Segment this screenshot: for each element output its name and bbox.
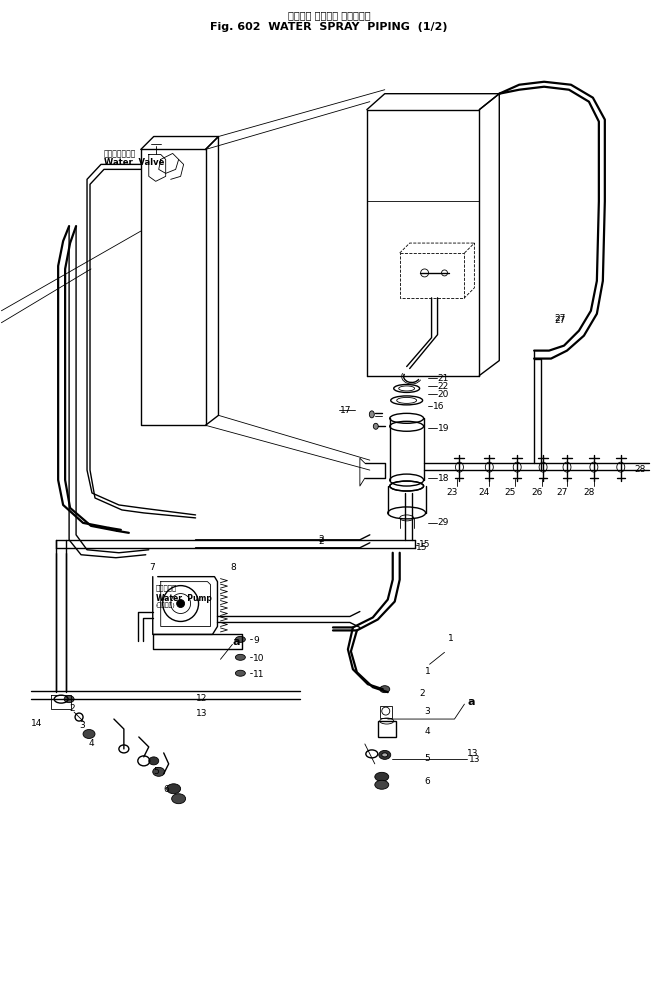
Text: 23: 23 [447,488,458,497]
Text: 2: 2 [69,704,74,713]
Text: 15: 15 [418,540,430,549]
Text: 21: 21 [438,374,449,383]
Text: 3: 3 [79,721,85,730]
Text: 13: 13 [196,709,207,718]
Text: 14: 14 [31,719,43,728]
Text: 27: 27 [554,314,565,322]
Bar [380,706,391,718]
Text: 5: 5 [424,754,430,763]
Text: 1: 1 [424,668,430,676]
Text: 15: 15 [416,543,427,552]
Ellipse shape [373,423,378,429]
Text: 2: 2 [420,689,425,698]
Text: 28: 28 [635,465,646,474]
Ellipse shape [375,780,389,789]
Text: Fig. 602  WATER  SPRAY  PIPING  (1/2): Fig. 602 WATER SPRAY PIPING (1/2) [210,22,447,32]
Text: Water  Valve: Water Valve [104,158,164,167]
Text: 25: 25 [505,488,516,497]
Text: 13: 13 [469,755,481,764]
Text: 8: 8 [231,563,236,572]
Ellipse shape [153,767,165,776]
Text: 6: 6 [163,784,169,794]
Text: ウォータ スプレー パイピング: ウォータ スプレー パイピング [288,10,370,20]
Ellipse shape [171,794,186,804]
Text: 17: 17 [340,405,351,414]
Text: 4: 4 [89,739,95,748]
Text: 4: 4 [424,727,430,736]
Ellipse shape [235,655,245,661]
Ellipse shape [235,671,245,676]
Ellipse shape [149,757,159,764]
Text: 27: 27 [554,315,565,324]
Ellipse shape [379,751,391,760]
Text: 19: 19 [438,423,449,433]
Text: (ドレン式): (ドレン式) [156,602,175,608]
Text: Water  Pump: Water Pump [156,593,212,602]
Text: 9: 9 [253,636,259,646]
Text: 2: 2 [318,535,324,544]
Text: 13: 13 [467,749,479,758]
Text: 5: 5 [154,766,159,775]
Text: 22: 22 [438,382,449,391]
Text: 27: 27 [556,488,567,497]
Text: a: a [233,637,240,648]
Text: 18: 18 [438,474,449,483]
Ellipse shape [380,685,389,692]
Ellipse shape [382,753,387,757]
Text: ウォータバルブ: ウォータバルブ [104,149,136,158]
Text: 10: 10 [253,655,265,664]
Ellipse shape [83,730,95,739]
Bar [378,721,395,737]
Text: 12: 12 [196,694,207,703]
Ellipse shape [235,636,245,643]
Circle shape [177,599,185,607]
Text: 29: 29 [438,518,449,527]
Text: 散水ポンプ: 散水ポンプ [156,584,177,591]
Text: 20: 20 [438,390,449,399]
Text: 24: 24 [478,488,490,497]
Text: a: a [467,697,475,707]
Text: 7: 7 [149,563,154,572]
Ellipse shape [167,783,181,794]
Ellipse shape [64,695,74,702]
Text: 28: 28 [583,488,594,497]
Text: 2: 2 [318,537,324,546]
Text: 16: 16 [432,402,444,410]
Text: 3: 3 [424,707,430,716]
Ellipse shape [375,772,389,781]
Ellipse shape [369,410,374,417]
Text: 26: 26 [531,488,543,497]
Text: 6: 6 [424,776,430,786]
Text: 11: 11 [253,671,265,679]
Text: 1: 1 [447,634,453,644]
